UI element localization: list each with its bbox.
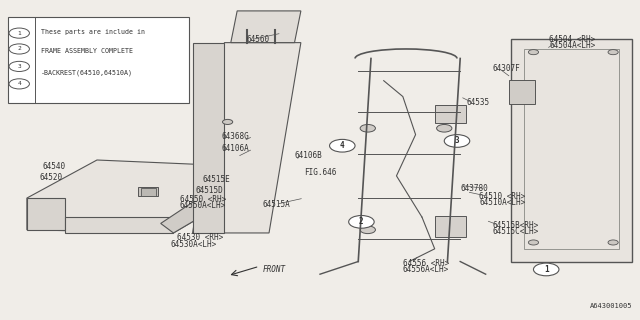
Text: 1: 1: [544, 265, 548, 274]
Circle shape: [608, 240, 618, 245]
Circle shape: [360, 124, 376, 132]
Polygon shape: [231, 11, 301, 43]
Polygon shape: [27, 160, 244, 233]
Text: 4: 4: [17, 81, 21, 86]
Text: 64530 <RH>: 64530 <RH>: [177, 233, 223, 242]
Circle shape: [330, 140, 355, 152]
Text: 64556 <RH>: 64556 <RH>: [403, 259, 449, 268]
Text: 64515A: 64515A: [262, 200, 291, 209]
FancyBboxPatch shape: [435, 105, 466, 123]
Polygon shape: [65, 217, 173, 233]
Circle shape: [608, 50, 618, 55]
FancyBboxPatch shape: [509, 80, 536, 104]
Text: 64550A<LH>: 64550A<LH>: [180, 202, 226, 211]
Text: 64560: 64560: [246, 35, 270, 44]
Text: 3: 3: [454, 136, 460, 146]
Circle shape: [9, 28, 29, 38]
Text: 643780: 643780: [460, 184, 488, 193]
Text: 3: 3: [17, 64, 21, 69]
Circle shape: [349, 215, 374, 228]
Text: 4: 4: [340, 141, 344, 150]
Text: 64515B<RH>: 64515B<RH>: [492, 220, 538, 229]
Circle shape: [360, 226, 376, 234]
Polygon shape: [193, 43, 301, 233]
Polygon shape: [524, 49, 620, 249]
Polygon shape: [27, 198, 65, 230]
Text: 64540: 64540: [43, 162, 66, 171]
Text: 64550 <RH>: 64550 <RH>: [180, 195, 226, 204]
Circle shape: [529, 50, 539, 55]
Circle shape: [436, 124, 452, 132]
Circle shape: [444, 135, 470, 147]
Text: A643001005: A643001005: [589, 303, 632, 309]
Text: 64504A<LH>: 64504A<LH>: [549, 41, 596, 50]
Polygon shape: [193, 43, 225, 233]
Circle shape: [223, 119, 233, 124]
FancyBboxPatch shape: [8, 17, 189, 103]
Text: 64510 <RH>: 64510 <RH>: [479, 192, 525, 201]
Text: 64515D: 64515D: [196, 186, 223, 195]
Polygon shape: [138, 187, 157, 196]
Text: 2: 2: [17, 46, 21, 52]
Text: 64530A<LH>: 64530A<LH>: [170, 240, 216, 249]
Text: 64106B: 64106B: [294, 151, 323, 160]
Text: FRAME ASSEMBLY COMPLETE: FRAME ASSEMBLY COMPLETE: [41, 48, 133, 53]
FancyBboxPatch shape: [141, 188, 156, 196]
Circle shape: [9, 44, 29, 54]
Circle shape: [534, 263, 559, 276]
Text: 64510A<LH>: 64510A<LH>: [479, 198, 525, 207]
Text: These parts are include in: These parts are include in: [41, 28, 145, 35]
Text: FRONT: FRONT: [262, 265, 286, 274]
Polygon shape: [161, 185, 244, 233]
Text: 64556A<LH>: 64556A<LH>: [403, 265, 449, 274]
Text: 64535: 64535: [467, 99, 490, 108]
Text: 64368G: 64368G: [221, 132, 249, 141]
Text: 64106A: 64106A: [221, 144, 249, 153]
Text: 64515E: 64515E: [202, 174, 230, 184]
Text: 64307F: 64307F: [492, 63, 520, 73]
Circle shape: [9, 61, 29, 71]
Polygon shape: [511, 39, 632, 261]
Text: 64504 <RH>: 64504 <RH>: [549, 35, 596, 44]
Text: -BACKREST(64510,64510A): -BACKREST(64510,64510A): [41, 69, 133, 76]
Text: 2: 2: [359, 217, 364, 226]
Text: 64520: 64520: [40, 173, 63, 182]
FancyBboxPatch shape: [435, 216, 466, 237]
Circle shape: [529, 240, 539, 245]
Text: FIG.646: FIG.646: [304, 168, 337, 177]
Circle shape: [436, 226, 452, 234]
Circle shape: [9, 79, 29, 89]
Text: 1: 1: [17, 31, 21, 36]
Text: 64515C<LH>: 64515C<LH>: [492, 227, 538, 236]
